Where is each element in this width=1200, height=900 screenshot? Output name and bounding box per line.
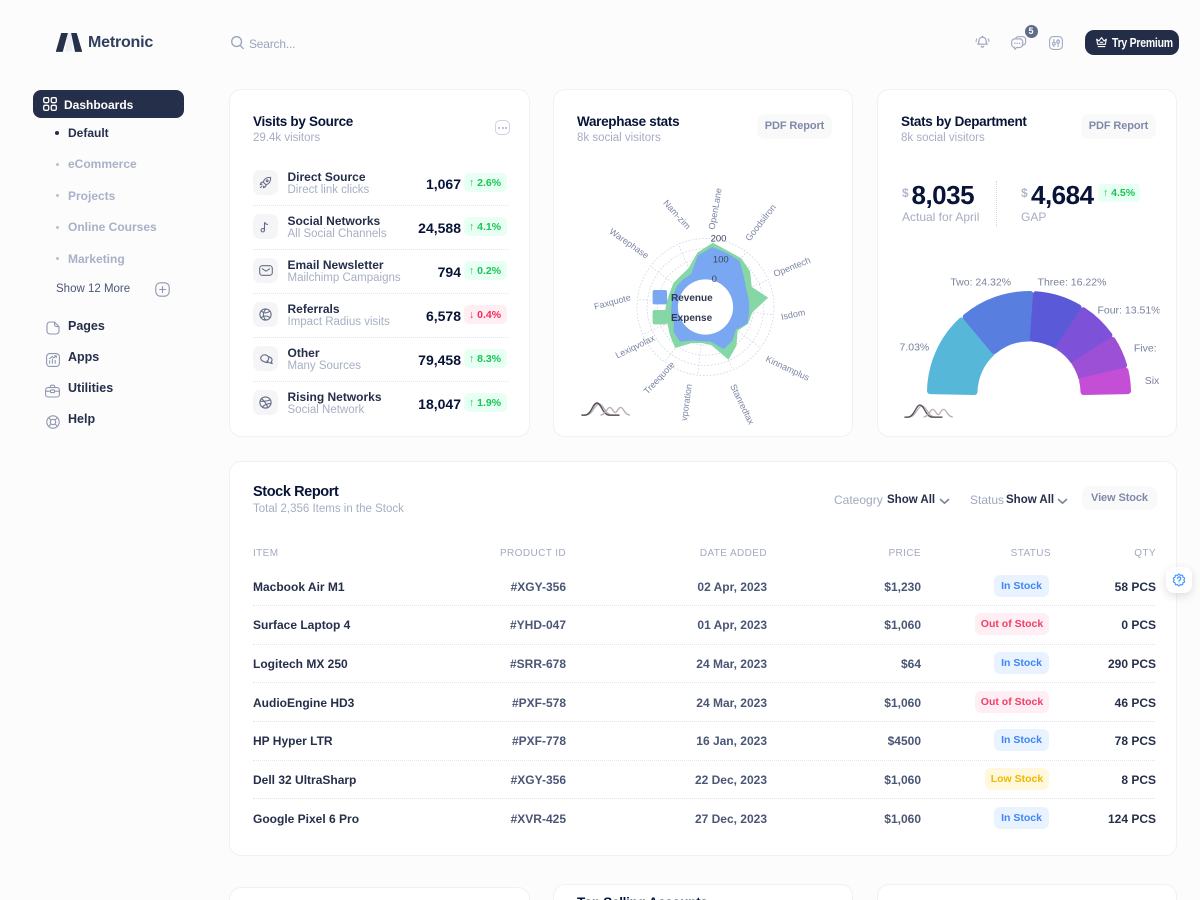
svg-text:7.03%: 7.03% (900, 342, 930, 354)
svg-text:Two: 24.32%: Two: 24.32% (950, 277, 1011, 289)
svg-text:Six: Six (1145, 375, 1160, 387)
svg-text:Expense: Expense (671, 313, 713, 324)
svg-text:OpenLane: OpenLane (707, 187, 724, 230)
svg-text:Lexiqvolax: Lexiqvolax (614, 333, 657, 361)
svg-text:Three: 16.22%: Three: 16.22% (1038, 277, 1107, 289)
svg-text:200: 200 (711, 234, 727, 245)
svg-text:Stanredtax: Stanredtax (728, 382, 756, 426)
svg-text:Revenue: Revenue (671, 293, 713, 304)
svg-text:Faxquote: Faxquote (593, 292, 632, 311)
svg-text:100: 100 (713, 255, 729, 266)
svg-text:Nam-zim: Nam-zim (661, 198, 693, 231)
svg-text:Five: 1: Five: 1 (1134, 342, 1166, 354)
svg-text:0: 0 (712, 274, 717, 285)
svg-text:Goodsilron: Goodsilron (743, 202, 778, 242)
svg-text:Warephase: Warephase (608, 226, 651, 260)
svg-text:Opentech: Opentech (772, 255, 812, 279)
svg-text:Four: 13.51%: Four: 13.51% (1097, 305, 1160, 317)
svg-text:Kinnamplus: Kinnamplus (764, 354, 811, 383)
svg-text:Isdom: Isdom (780, 307, 806, 322)
svg-text:vporation: vporation (679, 383, 694, 421)
svg-text:Treequote: Treequote (642, 360, 677, 397)
